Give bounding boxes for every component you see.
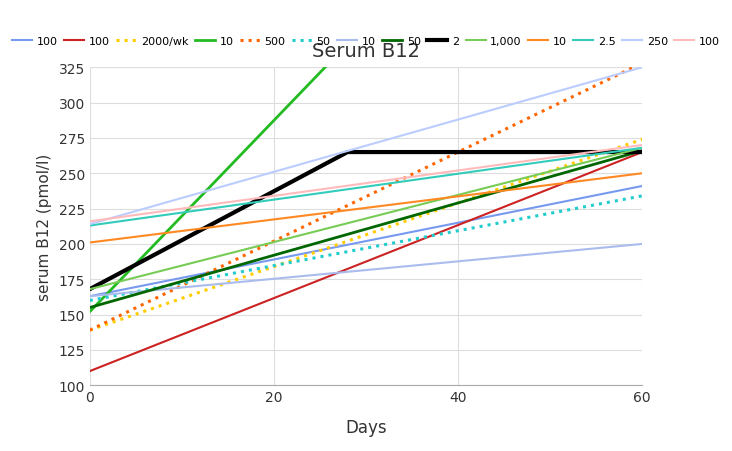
Title: Serum B12: Serum B12 [312,42,420,61]
Legend: 100, 100, 2000/wk, 10, 500, 50, 10, 50, 2, 1,000, 10, 2.5, 250, 100: 100, 100, 2000/wk, 10, 500, 50, 10, 50, … [7,32,725,51]
X-axis label: Days: Days [346,418,386,436]
Y-axis label: serum B12 (pmol/l): serum B12 (pmol/l) [37,153,51,300]
